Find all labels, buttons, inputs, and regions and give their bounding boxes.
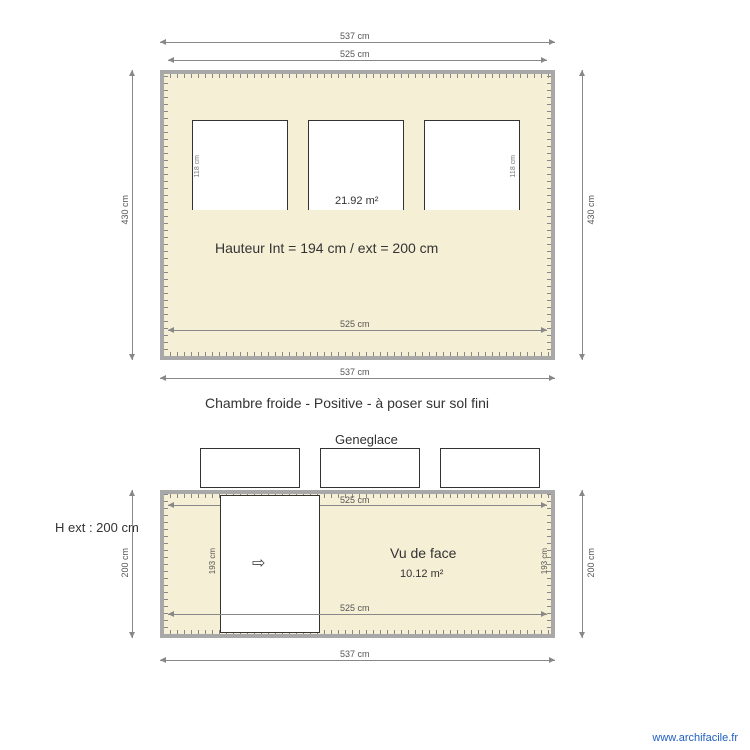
dim-right-outer-label: 430 cm <box>586 195 596 225</box>
footer-link[interactable]: www.archifacile.fr <box>652 732 738 744</box>
dim-arrow <box>579 70 585 76</box>
front-right-inner-label: 193 cm <box>540 548 549 574</box>
wall-hatch <box>164 352 551 356</box>
front-dim-inner-bot-label: 525 cm <box>340 603 370 613</box>
dim-arrow <box>168 327 174 333</box>
dim-top-outer-label: 537 cm <box>340 31 370 41</box>
dim-left-outer <box>132 70 133 360</box>
dim-arrow <box>541 327 547 333</box>
front-dim-outer-bot <box>160 660 555 661</box>
dim-arrow <box>168 611 174 617</box>
tiny-dim-right: 118 cm <box>510 155 517 177</box>
front-box-2 <box>320 448 420 488</box>
dim-arrow <box>160 39 166 45</box>
dim-top-outer <box>160 42 555 43</box>
front-dim-right-outer <box>582 490 583 638</box>
wall-hatch <box>164 74 551 78</box>
dim-outer-bot-label: 537 cm <box>340 367 370 377</box>
dim-arrow <box>549 39 555 45</box>
dim-left-outer-label: 430 cm <box>120 195 130 225</box>
dim-arrow <box>579 632 585 638</box>
dim-arrow <box>541 611 547 617</box>
dim-arrow <box>129 490 135 496</box>
dim-right-outer <box>582 70 583 360</box>
dim-arrow <box>579 490 585 496</box>
front-door <box>220 495 320 633</box>
top-area-label: 21.92 m² <box>335 195 378 207</box>
dim-outer-bot <box>160 378 555 379</box>
front-center-label: Vu de face <box>390 545 456 561</box>
dim-inner-bot <box>168 330 547 331</box>
dim-arrow <box>168 502 174 508</box>
dim-inner-bot-label: 525 cm <box>340 319 370 329</box>
top-opening-3 <box>424 120 520 210</box>
front-left-inner-label: 193 cm <box>208 548 217 574</box>
dim-arrow <box>541 57 547 63</box>
dim-top-inner-label: 525 cm <box>340 49 370 59</box>
height-note: Hauteur Int = 194 cm / ext = 200 cm <box>215 240 438 256</box>
dim-arrow <box>129 354 135 360</box>
dim-arrow <box>549 375 555 381</box>
front-dim-inner-bot <box>168 614 547 615</box>
front-dim-left-outer <box>132 490 133 638</box>
wall-hatch <box>164 74 168 356</box>
dim-arrow <box>160 375 166 381</box>
top-view-room <box>160 70 555 360</box>
front-area-label: 10.12 m² <box>400 568 443 580</box>
front-right-outer-label: 200 cm <box>586 548 596 578</box>
dim-top-inner <box>168 60 547 61</box>
dim-arrow <box>129 70 135 76</box>
dim-arrow <box>579 354 585 360</box>
dim-arrow <box>160 657 166 663</box>
front-left-outer-label: 200 cm <box>120 548 130 578</box>
dim-arrow <box>549 657 555 663</box>
dim-arrow <box>541 502 547 508</box>
top-opening-1 <box>192 120 288 210</box>
dim-arrow <box>168 57 174 63</box>
front-box-3 <box>440 448 540 488</box>
h-ext-label: H ext : 200 cm <box>55 520 139 535</box>
top-caption: Chambre froide - Positive - à poser sur … <box>205 395 489 411</box>
wall-hatch <box>547 74 551 356</box>
front-dim-outer-bot-label: 537 cm <box>340 649 370 659</box>
dim-arrow <box>129 632 135 638</box>
front-title: Geneglace <box>335 432 398 447</box>
tiny-dim-left: 118 cm <box>194 155 201 177</box>
arrow-right-icon: ⇨ <box>252 553 265 573</box>
front-box-1 <box>200 448 300 488</box>
front-dim-inner-top-label: 525 cm <box>340 495 370 505</box>
